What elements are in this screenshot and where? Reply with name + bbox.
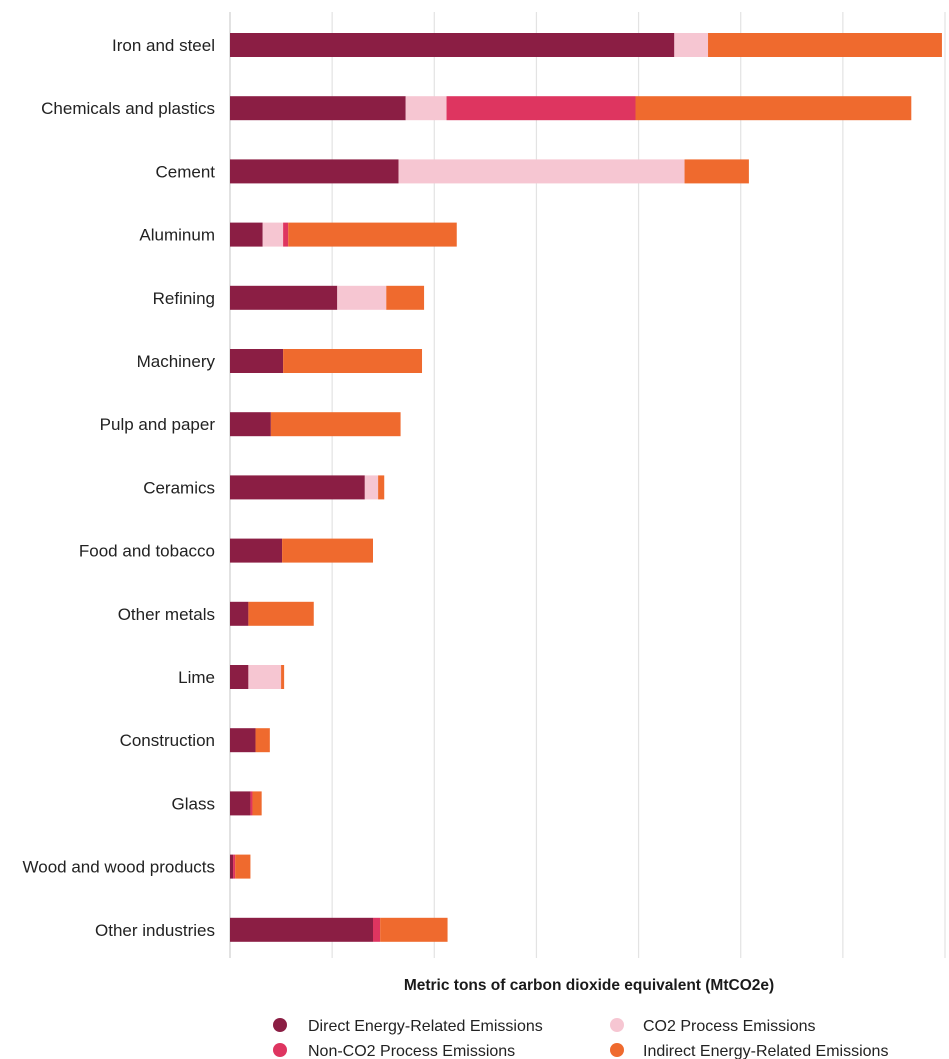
bar-group xyxy=(230,96,912,121)
bar-segment xyxy=(380,917,448,942)
bar-segment xyxy=(230,665,249,689)
bar-group xyxy=(230,791,262,816)
category-labels: Iron and steel Chemicals and plastics Ceme… xyxy=(23,36,216,940)
bar-segment xyxy=(446,96,636,121)
bar-group xyxy=(230,33,942,57)
category-label: Pulp and paper xyxy=(100,415,216,434)
category-label: Refining xyxy=(153,289,215,308)
category-label: Chemicals and plastics xyxy=(41,99,215,118)
bar-segment xyxy=(230,349,284,373)
bar-segment xyxy=(283,222,289,247)
legend-swatch xyxy=(273,1043,287,1057)
bar-segment xyxy=(337,285,387,310)
bar-segment xyxy=(255,728,270,753)
legend-label: Indirect Energy-Related Emissions xyxy=(643,1043,888,1059)
bar-segment xyxy=(230,96,406,121)
bar-segment xyxy=(248,601,314,626)
bar-segment xyxy=(230,222,263,247)
bar-segment xyxy=(230,159,399,184)
bar-group xyxy=(230,222,457,247)
bar-group xyxy=(230,285,425,310)
bar-segment xyxy=(230,33,675,57)
bar-segment xyxy=(230,601,249,626)
category-label: Cement xyxy=(155,162,215,181)
bar-group xyxy=(230,665,285,689)
bar-group xyxy=(230,917,448,942)
bar-segment xyxy=(282,538,373,563)
legend-label: Direct Energy-Related Emissions xyxy=(308,1018,543,1035)
bar-group xyxy=(230,412,401,437)
bar-segment xyxy=(373,917,381,942)
bar-segment xyxy=(674,33,709,57)
category-label: Lime xyxy=(178,668,215,687)
legend-label: Non-CO2 Process Emissions xyxy=(308,1043,515,1059)
bar-group xyxy=(230,159,749,184)
legend-item: Indirect Energy-Related Emissions xyxy=(610,1043,888,1059)
bar-segment xyxy=(378,475,385,500)
bar-segment xyxy=(386,285,425,310)
legend-item: Direct Energy-Related Emissions xyxy=(273,1018,543,1035)
bar-segment xyxy=(230,728,256,753)
bar-segment xyxy=(281,665,285,689)
bar-segment xyxy=(288,222,457,247)
bar-segment xyxy=(684,159,749,184)
bar-segment xyxy=(248,665,282,689)
bar-segment xyxy=(262,222,284,247)
bar-segment xyxy=(230,412,271,437)
bar-segment xyxy=(405,96,447,121)
category-label: Aluminum xyxy=(139,226,215,245)
category-label: Wood and wood products xyxy=(23,858,215,877)
bar-segment xyxy=(233,854,236,879)
category-label: Other industries xyxy=(95,921,215,940)
bar-segment xyxy=(398,159,685,184)
bar-segment xyxy=(230,791,251,816)
legend-item: Non-CO2 Process Emissions xyxy=(273,1043,515,1059)
legend-item: CO2 Process Emissions xyxy=(610,1018,816,1035)
bar-segment xyxy=(364,475,379,500)
legend-label: CO2 Process Emissions xyxy=(643,1018,816,1035)
bar-segment xyxy=(235,854,251,879)
category-label: Iron and steel xyxy=(112,36,215,55)
bars xyxy=(230,33,942,942)
bar-segment xyxy=(283,349,423,373)
bar-segment xyxy=(250,791,253,816)
bar-group xyxy=(230,601,314,626)
legend-swatch xyxy=(610,1043,624,1057)
bar-segment xyxy=(708,33,942,57)
category-label: Ceramics xyxy=(143,478,215,497)
bar-segment xyxy=(230,538,283,563)
bar-group xyxy=(230,854,251,879)
bar-segment xyxy=(252,791,262,816)
category-label: Construction xyxy=(120,731,215,750)
legend-swatch xyxy=(610,1018,624,1032)
bar-segment xyxy=(270,412,401,437)
legend: Direct Energy-Related Emissions CO2 Proce… xyxy=(273,1018,888,1059)
bar-group xyxy=(230,475,385,500)
bar-segment xyxy=(230,475,365,500)
bar-segment xyxy=(230,854,234,879)
bar-group xyxy=(230,349,423,373)
category-label: Other metals xyxy=(118,605,215,624)
bar-segment xyxy=(635,96,912,121)
bar-group xyxy=(230,538,373,563)
x-axis-title: Metric tons of carbon dioxide equivalent… xyxy=(404,977,774,994)
category-label: Glass xyxy=(172,794,215,813)
legend-swatch xyxy=(273,1018,287,1032)
category-label: Machinery xyxy=(137,352,216,371)
bar-segment xyxy=(230,917,373,942)
category-label: Food and tobacco xyxy=(79,542,215,561)
bar-segment xyxy=(230,285,338,310)
bar-group xyxy=(230,728,270,753)
